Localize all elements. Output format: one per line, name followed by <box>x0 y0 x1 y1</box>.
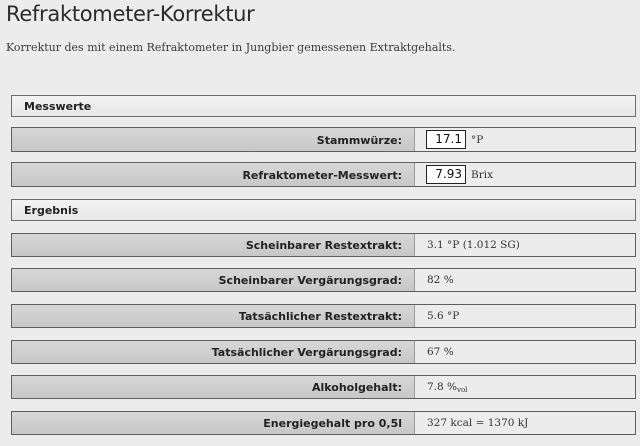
tatsaechlicher-restextrakt-label: Tatsächlicher Restextrakt: <box>12 305 415 327</box>
result-row: Alkoholgehalt: 7.8 %vol <box>11 375 636 399</box>
alkoholgehalt-sub: vol <box>457 386 468 394</box>
result-row: Tatsächlicher Vergärungsgrad: 67 % <box>11 340 636 364</box>
energiegehalt-label: Energiegehalt pro 0,5l <box>12 412 415 434</box>
stammwuerze-row: Stammwürze: 17.1 °P <box>11 127 636 152</box>
alkoholgehalt-number: 7.8 % <box>427 381 458 393</box>
result-row: Scheinbarer Restextrakt: 3.1 °P (1.012 S… <box>11 233 636 257</box>
section-header-messwerte: Messwerte <box>11 95 636 117</box>
refraktometer-unit: Brix <box>471 169 494 181</box>
refraktometer-row: Refraktometer-Messwert: 7.93 Brix <box>11 162 636 187</box>
stammwuerze-label: Stammwürze: <box>12 128 415 151</box>
page-subtitle: Korrektur des mit einem Refraktometer in… <box>6 41 456 54</box>
scheinbarer-vergaerungsgrad-label: Scheinbarer Vergärungsgrad: <box>12 269 415 291</box>
refraktometer-input[interactable]: 7.93 <box>426 165 466 184</box>
section-header-ergebnis: Ergebnis <box>11 199 636 221</box>
alkoholgehalt-label: Alkoholgehalt: <box>12 376 415 398</box>
tatsaechlicher-restextrakt-value: 5.6 °P <box>427 310 460 322</box>
energiegehalt-value: 327 kcal = 1370 kJ <box>427 417 529 429</box>
result-row: Energiegehalt pro 0,5l 327 kcal = 1370 k… <box>11 411 636 435</box>
result-row: Tatsächlicher Restextrakt: 5.6 °P <box>11 304 636 328</box>
page-title: Refraktometer-Korrektur <box>6 2 255 26</box>
alkoholgehalt-value: 7.8 %vol <box>427 381 467 394</box>
tatsaechlicher-vergaerungsgrad-label: Tatsächlicher Vergärungsgrad: <box>12 341 415 363</box>
stammwuerze-unit: °P <box>471 134 484 146</box>
scheinbarer-restextrakt-label: Scheinbarer Restextrakt: <box>12 234 415 256</box>
scheinbarer-restextrakt-value: 3.1 °P (1.012 SG) <box>427 239 520 251</box>
tatsaechlicher-vergaerungsgrad-value: 67 % <box>427 346 454 358</box>
result-row: Scheinbarer Vergärungsgrad: 82 % <box>11 268 636 292</box>
scheinbarer-vergaerungsgrad-value: 82 % <box>427 274 454 286</box>
stammwuerze-input[interactable]: 17.1 <box>426 130 466 149</box>
refraktometer-label: Refraktometer-Messwert: <box>12 163 415 186</box>
